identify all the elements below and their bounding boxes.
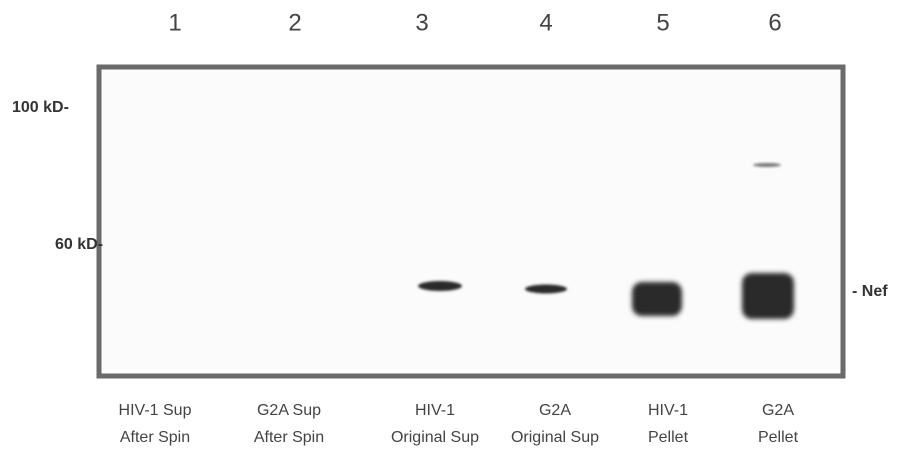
lane-label: Pellet bbox=[758, 429, 799, 446]
lane-label: HIV-1 Sup bbox=[119, 402, 192, 419]
lane-label: After Spin bbox=[120, 429, 190, 446]
blot-figure: 100 kD- 60 kD- - Nef 1 HIV-1 Sup After Spi… bbox=[0, 0, 909, 456]
band bbox=[742, 273, 794, 319]
lane-label: G2A bbox=[762, 402, 794, 419]
band bbox=[418, 281, 462, 291]
band bbox=[525, 285, 567, 294]
band-label: - Nef bbox=[852, 283, 888, 300]
marker-label: 100 kD- bbox=[12, 99, 69, 116]
band bbox=[753, 163, 781, 167]
lane-label: HIV-1 bbox=[415, 402, 455, 419]
page: 100 kD- 60 kD- - Nef 1 HIV-1 Sup After Spi… bbox=[0, 0, 909, 456]
lane-number: 3 bbox=[415, 9, 428, 36]
marker-label: 60 kD- bbox=[55, 236, 103, 253]
lane-label: After Spin bbox=[254, 429, 324, 446]
lane-label: Original Sup bbox=[391, 429, 479, 446]
lane-number: 1 bbox=[168, 9, 181, 36]
lane-label: G2A bbox=[539, 402, 571, 419]
lane-label: G2A Sup bbox=[257, 402, 321, 419]
lane-label: Pellet bbox=[648, 429, 689, 446]
lane-number: 5 bbox=[656, 9, 669, 36]
lane-number: 2 bbox=[288, 9, 301, 36]
lane-number: 4 bbox=[539, 9, 552, 36]
lane-label: HIV-1 bbox=[648, 402, 688, 419]
lane-label: Original Sup bbox=[511, 429, 599, 446]
lane-number: 6 bbox=[768, 9, 781, 36]
membrane bbox=[99, 67, 843, 376]
band bbox=[632, 282, 682, 316]
